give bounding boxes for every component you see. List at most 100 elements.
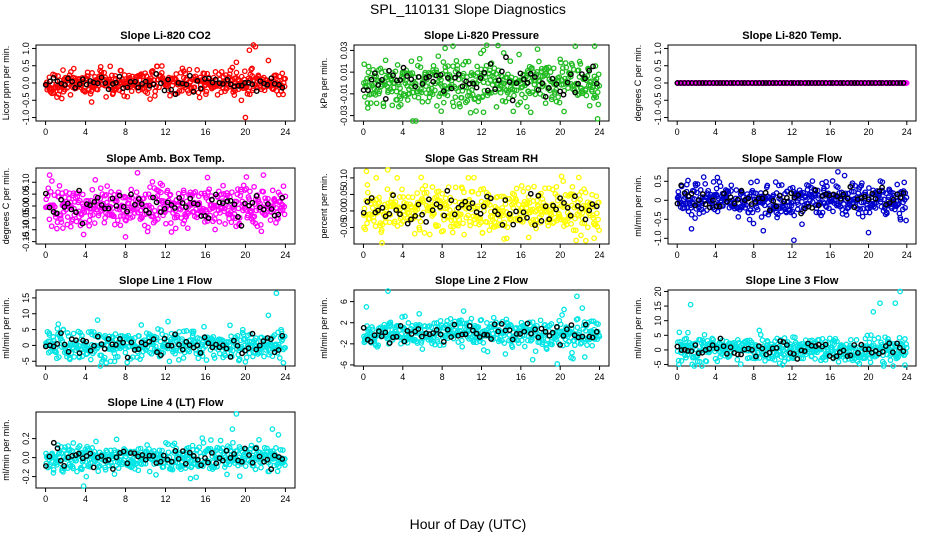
hour-marker-point — [738, 80, 745, 86]
hour-marker-point — [586, 67, 593, 74]
data-point — [280, 183, 287, 190]
data-point — [568, 221, 575, 227]
data-point — [364, 105, 371, 111]
data-point — [184, 209, 190, 216]
data-point — [372, 223, 379, 230]
data-point — [522, 94, 528, 101]
hour-marker-point — [375, 207, 381, 214]
data-point — [429, 184, 436, 190]
hour-marker-point — [64, 200, 71, 207]
data-point — [558, 173, 565, 180]
hour-marker-point — [146, 209, 152, 216]
hour-marker-point — [440, 338, 447, 345]
data-point — [830, 208, 836, 215]
data-point — [373, 100, 380, 107]
data-point — [859, 213, 866, 220]
hour-marker-point — [415, 201, 422, 208]
data-points — [360, 42, 603, 124]
hour-marker-point — [812, 80, 819, 86]
hour-marker-point — [557, 195, 563, 202]
data-point — [500, 50, 507, 56]
data-point — [233, 69, 240, 76]
panel-title: Slope Line 3 Flow — [746, 275, 839, 287]
data-point — [149, 178, 156, 185]
x-tick-label: 4 — [83, 250, 88, 260]
hour-marker-point — [172, 91, 179, 98]
data-point — [420, 199, 426, 205]
data-point — [465, 175, 472, 181]
data-point — [423, 189, 430, 196]
hour-marker-point — [197, 349, 204, 356]
data-point-outlier — [273, 290, 280, 297]
data-point — [413, 118, 419, 124]
hour-marker-point — [150, 81, 157, 88]
data-point — [164, 187, 171, 194]
x-tick-label: 12 — [787, 372, 797, 382]
data-point-outlier — [892, 300, 899, 307]
data-point — [487, 202, 493, 208]
hour-marker-point — [430, 78, 436, 85]
data-point — [524, 199, 531, 206]
data-point — [60, 225, 66, 231]
y-tick-label: -2 — [339, 340, 349, 348]
data-point — [244, 90, 251, 97]
data-point — [511, 87, 518, 93]
hour-marker-point — [879, 184, 885, 191]
data-point — [180, 355, 187, 361]
data-point — [221, 208, 228, 215]
hour-marker-point — [848, 80, 855, 86]
hour-marker-point — [94, 80, 101, 87]
hour-marker-point — [574, 202, 581, 209]
data-point — [457, 103, 463, 110]
y-axis-label: ml/min per min. — [633, 175, 643, 237]
hour-marker-point — [219, 200, 226, 207]
data-points — [674, 288, 910, 369]
data-point — [168, 220, 174, 226]
data-point — [475, 190, 482, 197]
x-tick-label: 4 — [400, 250, 405, 260]
x-tick-label: 20 — [864, 250, 874, 260]
data-point — [542, 100, 549, 107]
hour-marker-point — [502, 197, 509, 204]
hour-marker-point — [578, 205, 585, 212]
x-tick-label: 24 — [280, 127, 290, 137]
data-point — [416, 226, 423, 233]
data-point — [513, 87, 520, 94]
data-point — [111, 221, 118, 228]
data-point — [758, 214, 765, 220]
hour-marker-point — [168, 202, 175, 208]
data-point — [243, 354, 250, 361]
data-point — [685, 208, 692, 215]
data-point — [92, 176, 99, 183]
hour-marker-point — [360, 209, 367, 216]
x-tick-label: 24 — [595, 250, 605, 260]
data-point — [394, 175, 401, 181]
hour-marker-point — [477, 75, 484, 81]
x-tick-label: 20 — [864, 127, 874, 137]
data-point — [86, 222, 93, 229]
data-point-outlier — [760, 227, 767, 234]
hour-marker-point — [157, 80, 164, 87]
hour-marker-point — [568, 322, 575, 328]
hour-marker-point — [575, 80, 581, 87]
hour-marker-point — [458, 201, 465, 208]
data-point — [184, 225, 191, 232]
data-point — [380, 100, 387, 107]
data-point — [471, 174, 477, 181]
data-point — [556, 99, 563, 106]
data-point — [829, 178, 836, 184]
hour-marker-point — [802, 80, 809, 86]
hour-marker-point — [268, 75, 275, 82]
hour-marker-point — [444, 75, 451, 81]
data-point — [446, 207, 453, 213]
data-point — [251, 213, 258, 220]
data-point — [181, 189, 187, 196]
data-point-outlier — [902, 362, 908, 368]
data-point — [553, 98, 560, 105]
data-point — [86, 217, 93, 224]
hour-marker-point — [448, 197, 455, 204]
hour-marker-point — [429, 207, 436, 214]
hour-marker-point — [393, 207, 400, 214]
panel-title: Slope Line 1 Flow — [119, 275, 212, 287]
